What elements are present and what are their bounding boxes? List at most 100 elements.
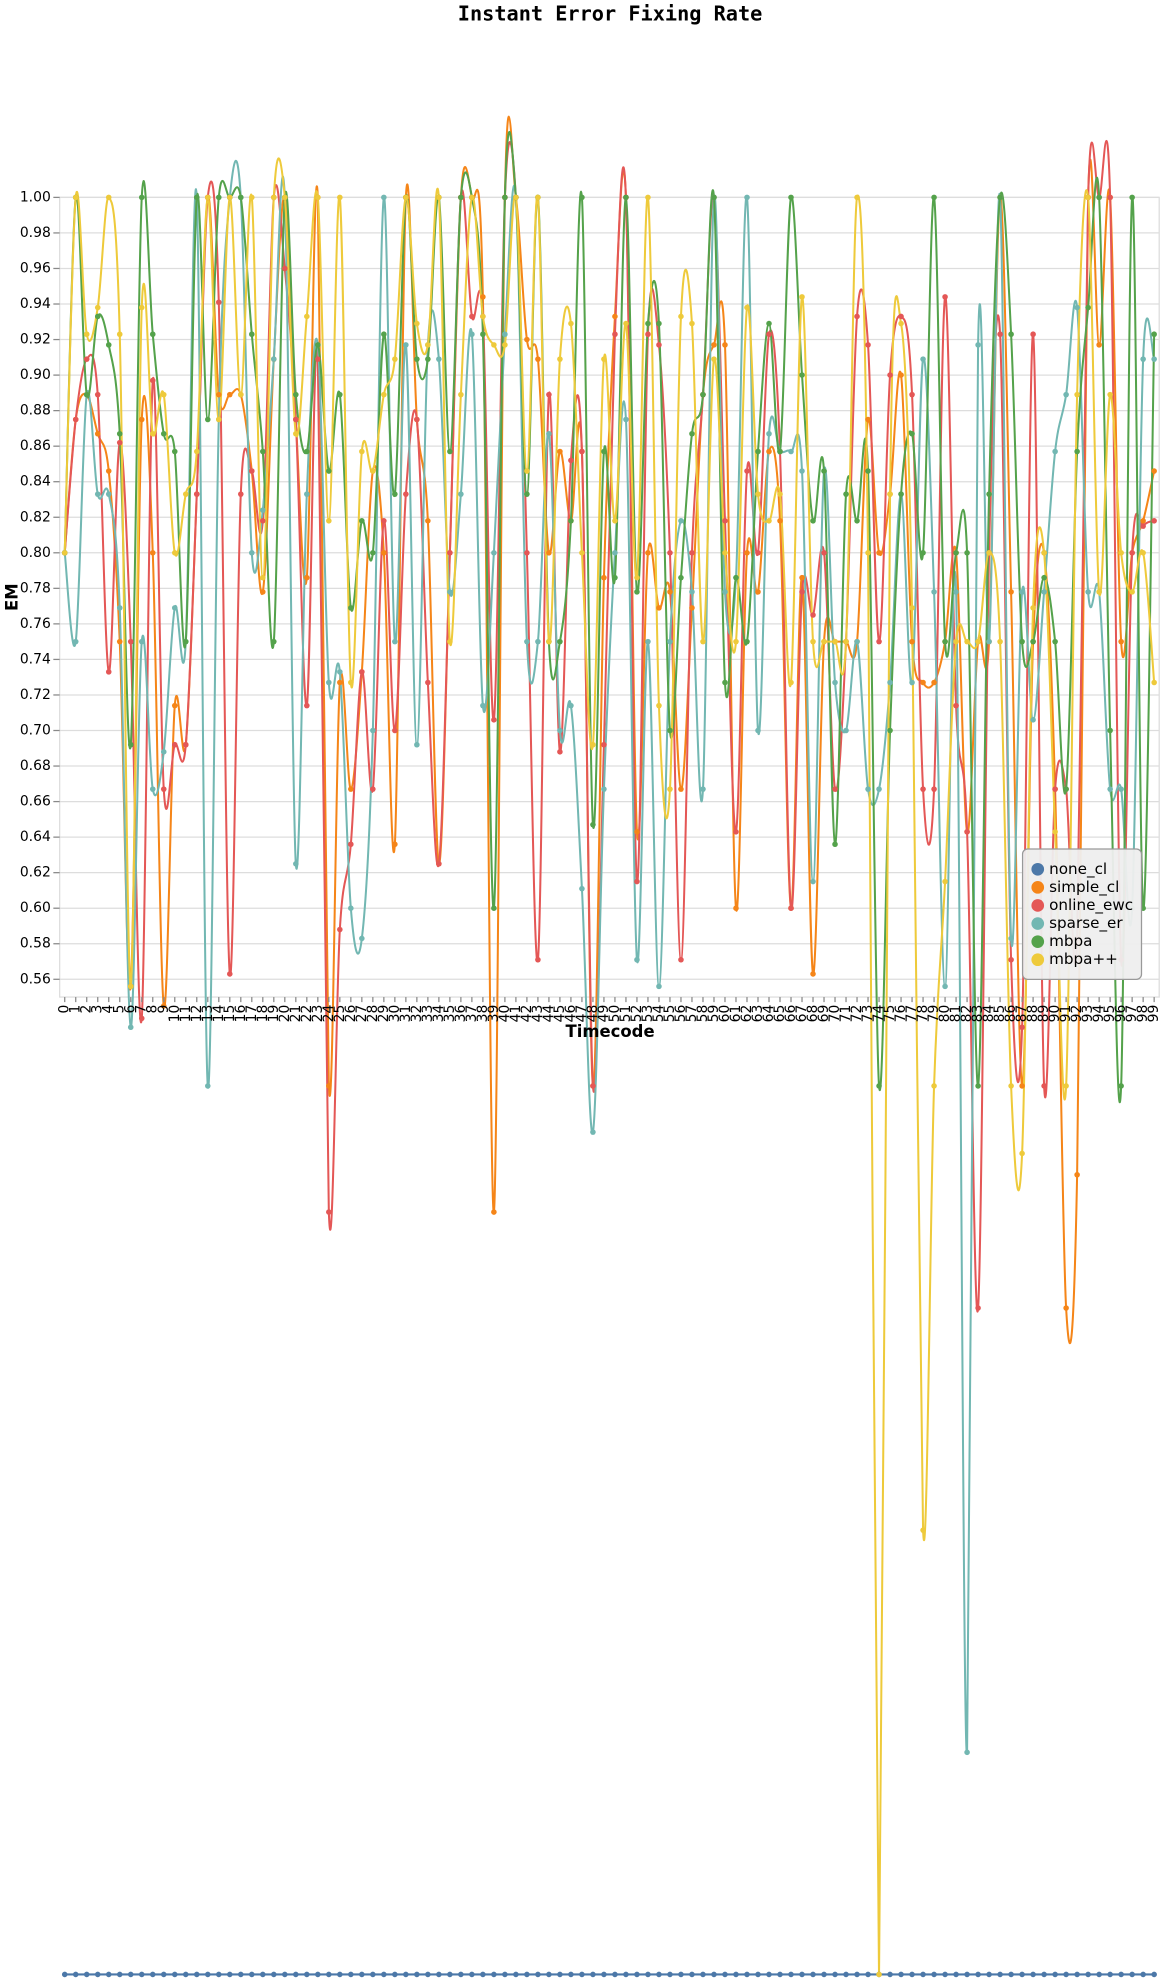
data-point [94, 491, 101, 497]
data-point [634, 878, 640, 885]
data-point [304, 491, 310, 497]
legend-label: online_ewc [1049, 896, 1133, 915]
data-point [524, 491, 530, 497]
x-tick-label: 80 [937, 1005, 953, 1023]
data-point [1063, 1305, 1069, 1311]
data-point [502, 1971, 508, 1978]
data-point [227, 971, 233, 977]
data-point [72, 1971, 79, 1978]
y-tick-label: 0.90 [20, 367, 51, 383]
data-point [557, 448, 563, 455]
data-point [832, 841, 838, 848]
data-point [799, 468, 805, 474]
data-point [1063, 786, 1069, 792]
data-point [722, 589, 728, 595]
data-point [469, 313, 475, 320]
data-point [612, 518, 618, 524]
data-point [425, 518, 431, 524]
data-point [942, 878, 948, 885]
data-point [601, 356, 607, 362]
data-point [392, 841, 398, 848]
data-point [370, 1971, 376, 1978]
data-point [711, 1971, 717, 1978]
data-point [160, 786, 167, 792]
x-tick-label: 92 [1069, 1005, 1085, 1023]
points [61, 194, 1157, 1978]
data-point [436, 1971, 442, 1978]
x-tick-label: 16 [233, 1005, 249, 1023]
data-point [260, 1971, 266, 1978]
data-point [887, 727, 893, 734]
data-point [348, 905, 354, 911]
x-axis-title: Timecode [566, 1022, 655, 1041]
x-tick-label: 98 [1135, 1005, 1151, 1023]
data-point [623, 194, 629, 201]
data-point [513, 194, 519, 201]
x-tick-label: 43 [530, 1005, 546, 1023]
data-point [865, 342, 871, 348]
data-point [403, 194, 409, 201]
data-point [116, 331, 123, 338]
data-point [601, 448, 607, 455]
data-point [458, 1971, 464, 1978]
x-tick-label: 69 [816, 1005, 832, 1023]
data-point [634, 589, 640, 595]
data-point [700, 391, 706, 398]
data-point [425, 342, 431, 348]
data-point [964, 638, 970, 645]
data-point [83, 356, 90, 362]
data-point [854, 194, 860, 201]
y-tick-label: 0.58 [20, 936, 51, 952]
x-tick-label: 35 [442, 1005, 458, 1023]
data-point [436, 356, 442, 362]
data-point [83, 1971, 90, 1978]
data-point [766, 1971, 772, 1978]
data-point [898, 372, 904, 378]
data-point [755, 491, 761, 497]
data-point [171, 605, 178, 611]
legend-label: none_cl [1049, 860, 1107, 879]
data-point [271, 638, 277, 645]
data-point [293, 1971, 299, 1978]
data-point [149, 786, 156, 792]
x-tick-label: 59 [706, 1005, 722, 1023]
y-tick-label: 0.80 [20, 545, 51, 561]
data-point [1085, 1971, 1091, 1978]
x-tick-label: 57 [684, 1005, 700, 1023]
data-point [72, 194, 79, 201]
data-point [116, 430, 123, 437]
data-point [94, 313, 101, 320]
data-point [1151, 331, 1157, 338]
data-point [733, 905, 739, 911]
data-point [293, 860, 299, 867]
data-point [678, 786, 684, 792]
data-point [1052, 829, 1058, 835]
x-tick-label: 20 [277, 1005, 293, 1023]
data-point [458, 391, 464, 398]
data-point [392, 727, 398, 734]
data-point [436, 860, 442, 867]
data-point [865, 468, 871, 474]
data-point [909, 430, 915, 437]
data-point [216, 299, 222, 306]
data-point [612, 313, 618, 320]
data-point [72, 638, 79, 645]
data-point [381, 391, 387, 398]
data-point [920, 550, 926, 556]
data-point [744, 550, 750, 556]
data-point [193, 491, 200, 497]
data-point [94, 391, 101, 398]
data-point [887, 372, 893, 378]
x-tick-label: 6 [123, 1005, 139, 1014]
x-tick-label: 51 [618, 1005, 634, 1023]
x-tick-label: 61 [728, 1005, 744, 1023]
data-point [216, 194, 222, 201]
data-point [722, 518, 728, 524]
data-point [920, 1971, 926, 1978]
data-point [171, 702, 178, 709]
x-tick-label: 50 [607, 1005, 623, 1023]
x-tick-label: 64 [761, 1005, 777, 1023]
data-point [304, 574, 310, 581]
legend-swatch [1031, 899, 1045, 912]
data-point [381, 1971, 387, 1978]
